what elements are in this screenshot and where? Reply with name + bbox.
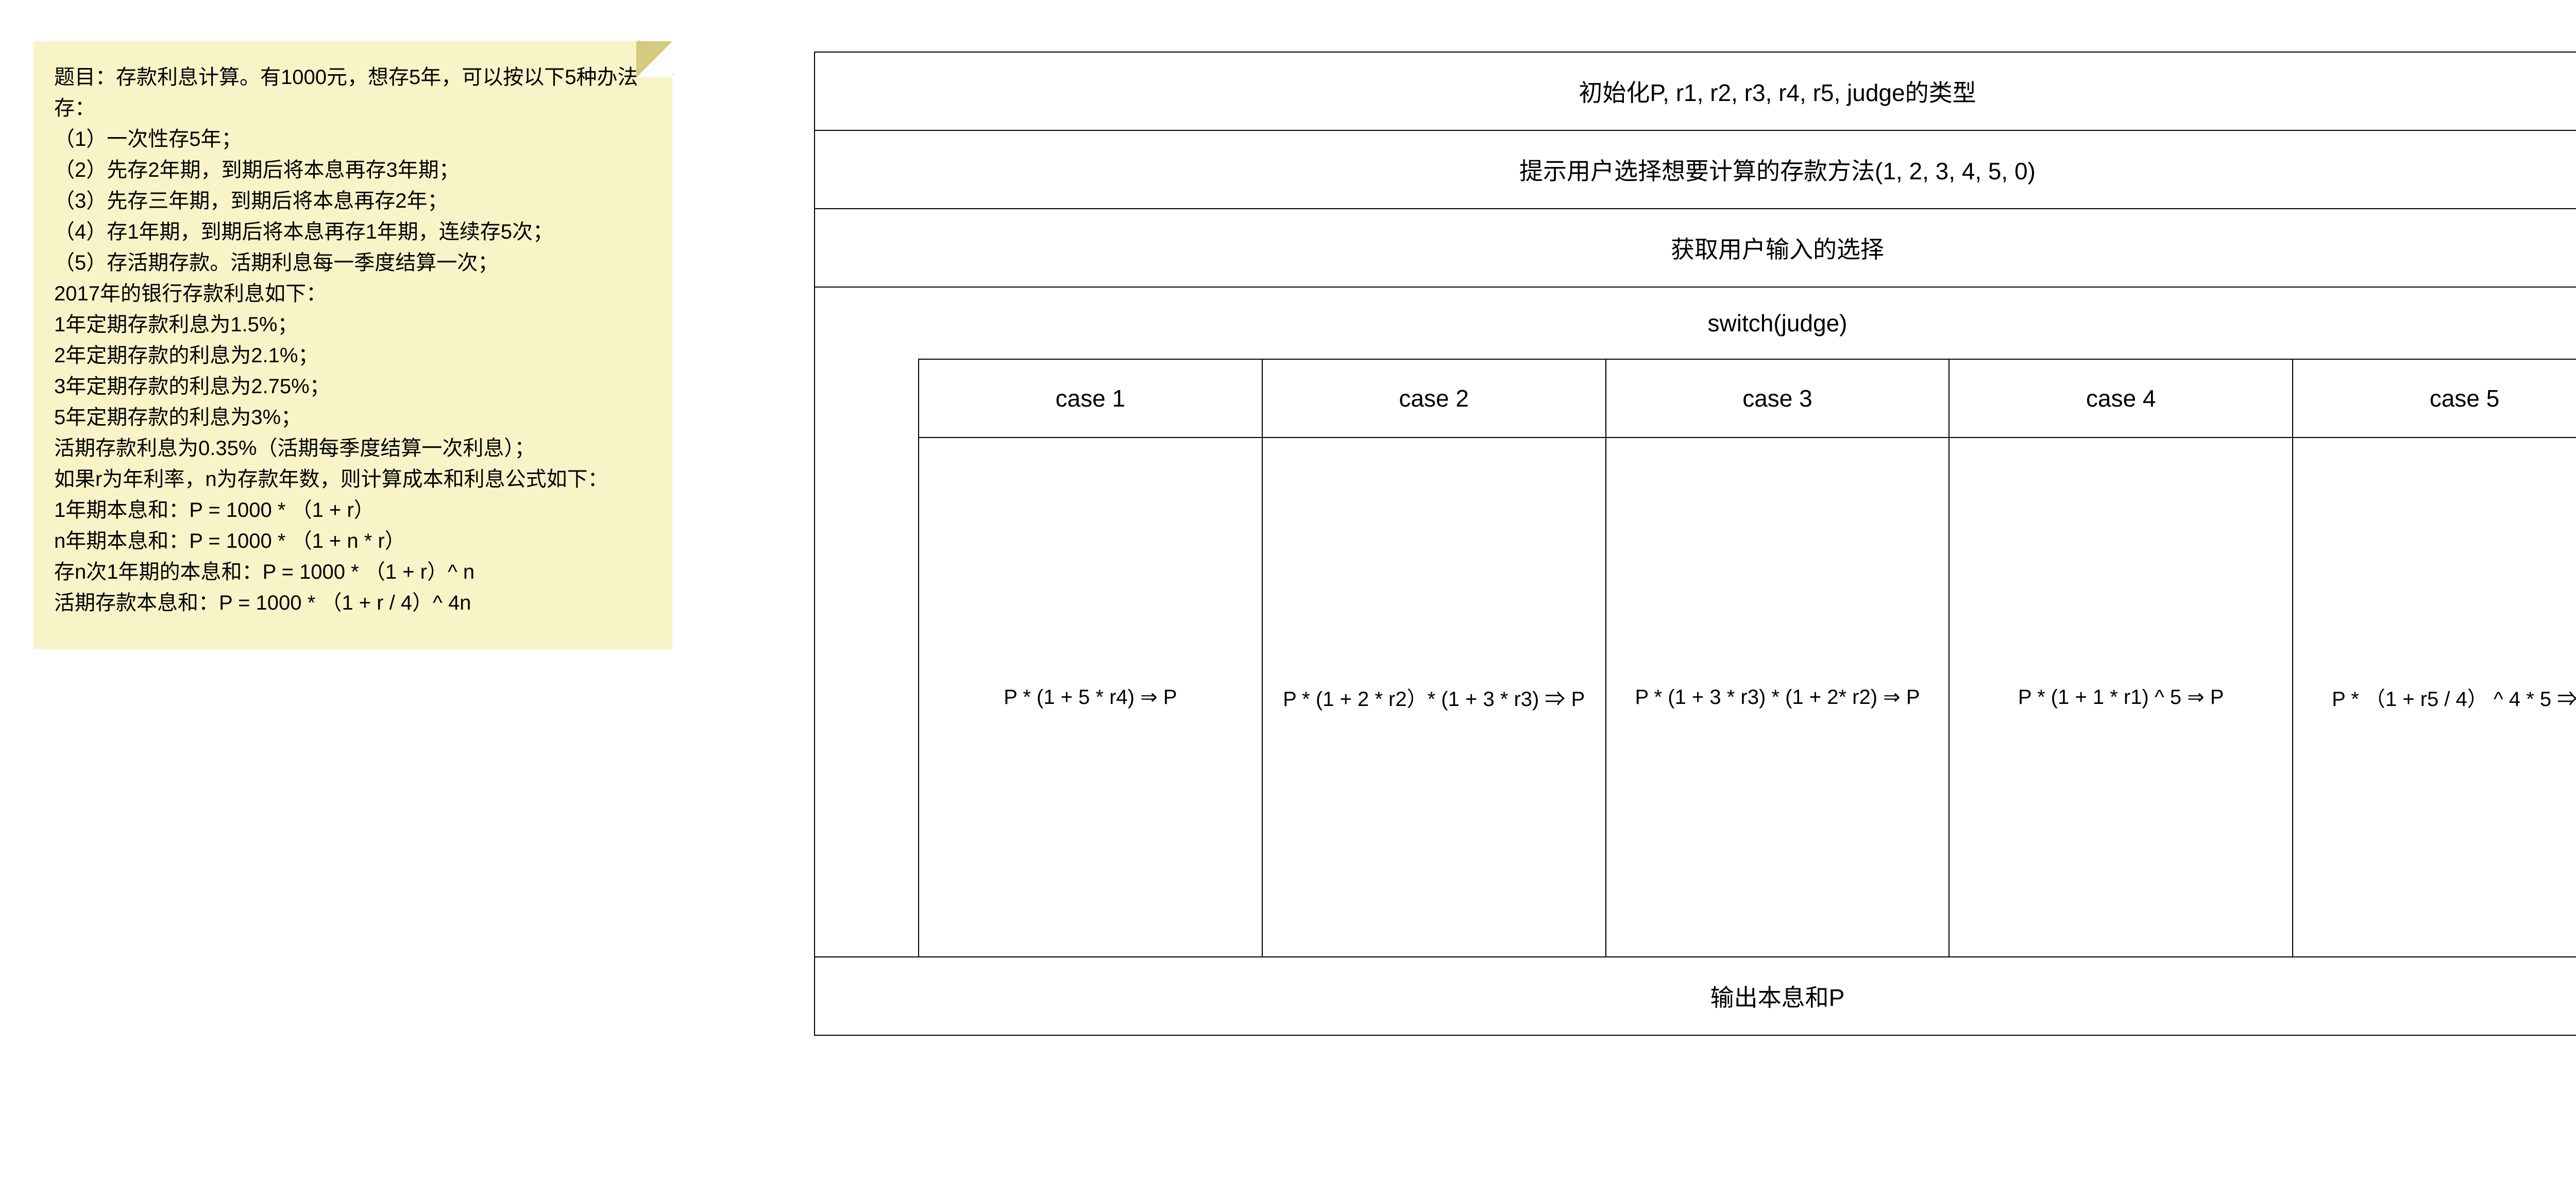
case-body: P * (1 + 3 * r3) * (1 + 2* r2) ⇒ P <box>1605 437 1949 957</box>
note-line: （1）一次性存5年； <box>54 124 652 155</box>
problem-note: 题目：存款利息计算。有1000元，想存5年，可以按以下5种办法存： （1）一次性… <box>33 41 672 649</box>
note-line: 活期存款利息为0.35%（活期每季度结算一次利息）； <box>54 433 652 464</box>
flowchart: 初始化P, r1, r2, r3, r4, r5, judge的类型 提示用户选… <box>814 52 2576 1036</box>
step-input: 获取用户输入的选择 <box>814 208 2576 288</box>
case-header: case 4 <box>1948 359 2292 438</box>
step-switch: switch(judge) <box>814 287 2576 359</box>
case-body: P * (1 + 2 * r2）* (1 + 3 * r3) ⇒ P <box>1262 437 1605 957</box>
note-line: 如果r为年利率，n为存款年数，则计算成本和利息公式如下： <box>54 464 652 495</box>
note-line: 存n次1年期的本息和：P = 1000 * （1 + r）^ n <box>54 557 652 587</box>
note-line: 3年定期存款的利息为2.75%； <box>54 371 652 402</box>
step-output: 输出本息和P <box>814 956 2576 1036</box>
note-line: （5）存活期存款。活期利息每一季度结算一次； <box>54 247 652 278</box>
note-line: 2年定期存款的利息为2.1%； <box>54 340 652 371</box>
note-line: 1年定期存款利息为1.5%； <box>54 309 652 340</box>
note-line: 题目：存款利息计算。有1000元，想存5年，可以按以下5种办法存： <box>54 62 652 124</box>
note-line: 活期存款本息和：P = 1000 * （1 + r / 4）^ 4n <box>54 587 652 618</box>
case-header-row: case 1 case 2 case 3 case 4 case 5 <box>918 359 2576 438</box>
note-line: 2017年的银行存款利息如下： <box>54 278 652 309</box>
case-header: case 3 <box>1605 359 1949 438</box>
note-line: （4）存1年期，到期后将本息再存1年期，连续存5次； <box>54 216 652 247</box>
case-body: P * (1 + 1 * r1) ^ 5 ⇒ P <box>1948 437 2292 957</box>
note-line: 1年期本息和：P = 1000 * （1 + r） <box>54 495 652 526</box>
case-container: case 1 case 2 case 3 case 4 case 5 P * (… <box>814 359 2576 957</box>
note-line: n年期本息和：P = 1000 * （1 + n * r） <box>54 526 652 557</box>
step-prompt: 提示用户选择想要计算的存款方法(1, 2, 3, 4, 5, 0) <box>814 130 2576 209</box>
case-body: P * （1 + r5 / 4） ^ 4 * 5 ⇒ P <box>2292 437 2576 957</box>
step-init: 初始化P, r1, r2, r3, r4, r5, judge的类型 <box>814 52 2576 131</box>
case-header: case 2 <box>1262 359 1605 438</box>
case-header: case 5 <box>2292 359 2576 438</box>
case-body: P * (1 + 5 * r4) ⇒ P <box>918 437 1262 957</box>
note-line: 5年定期存款的利息为3%； <box>54 402 652 433</box>
case-body-row: P * (1 + 5 * r4) ⇒ P P * (1 + 2 * r2）* (… <box>918 437 2576 957</box>
note-line: （2）先存2年期，到期后将本息再存3年期； <box>54 155 652 186</box>
note-fold <box>636 41 672 77</box>
case-header: case 1 <box>918 359 1262 438</box>
note-line: （3）先存三年期，到期后将本息再存2年； <box>54 186 652 216</box>
